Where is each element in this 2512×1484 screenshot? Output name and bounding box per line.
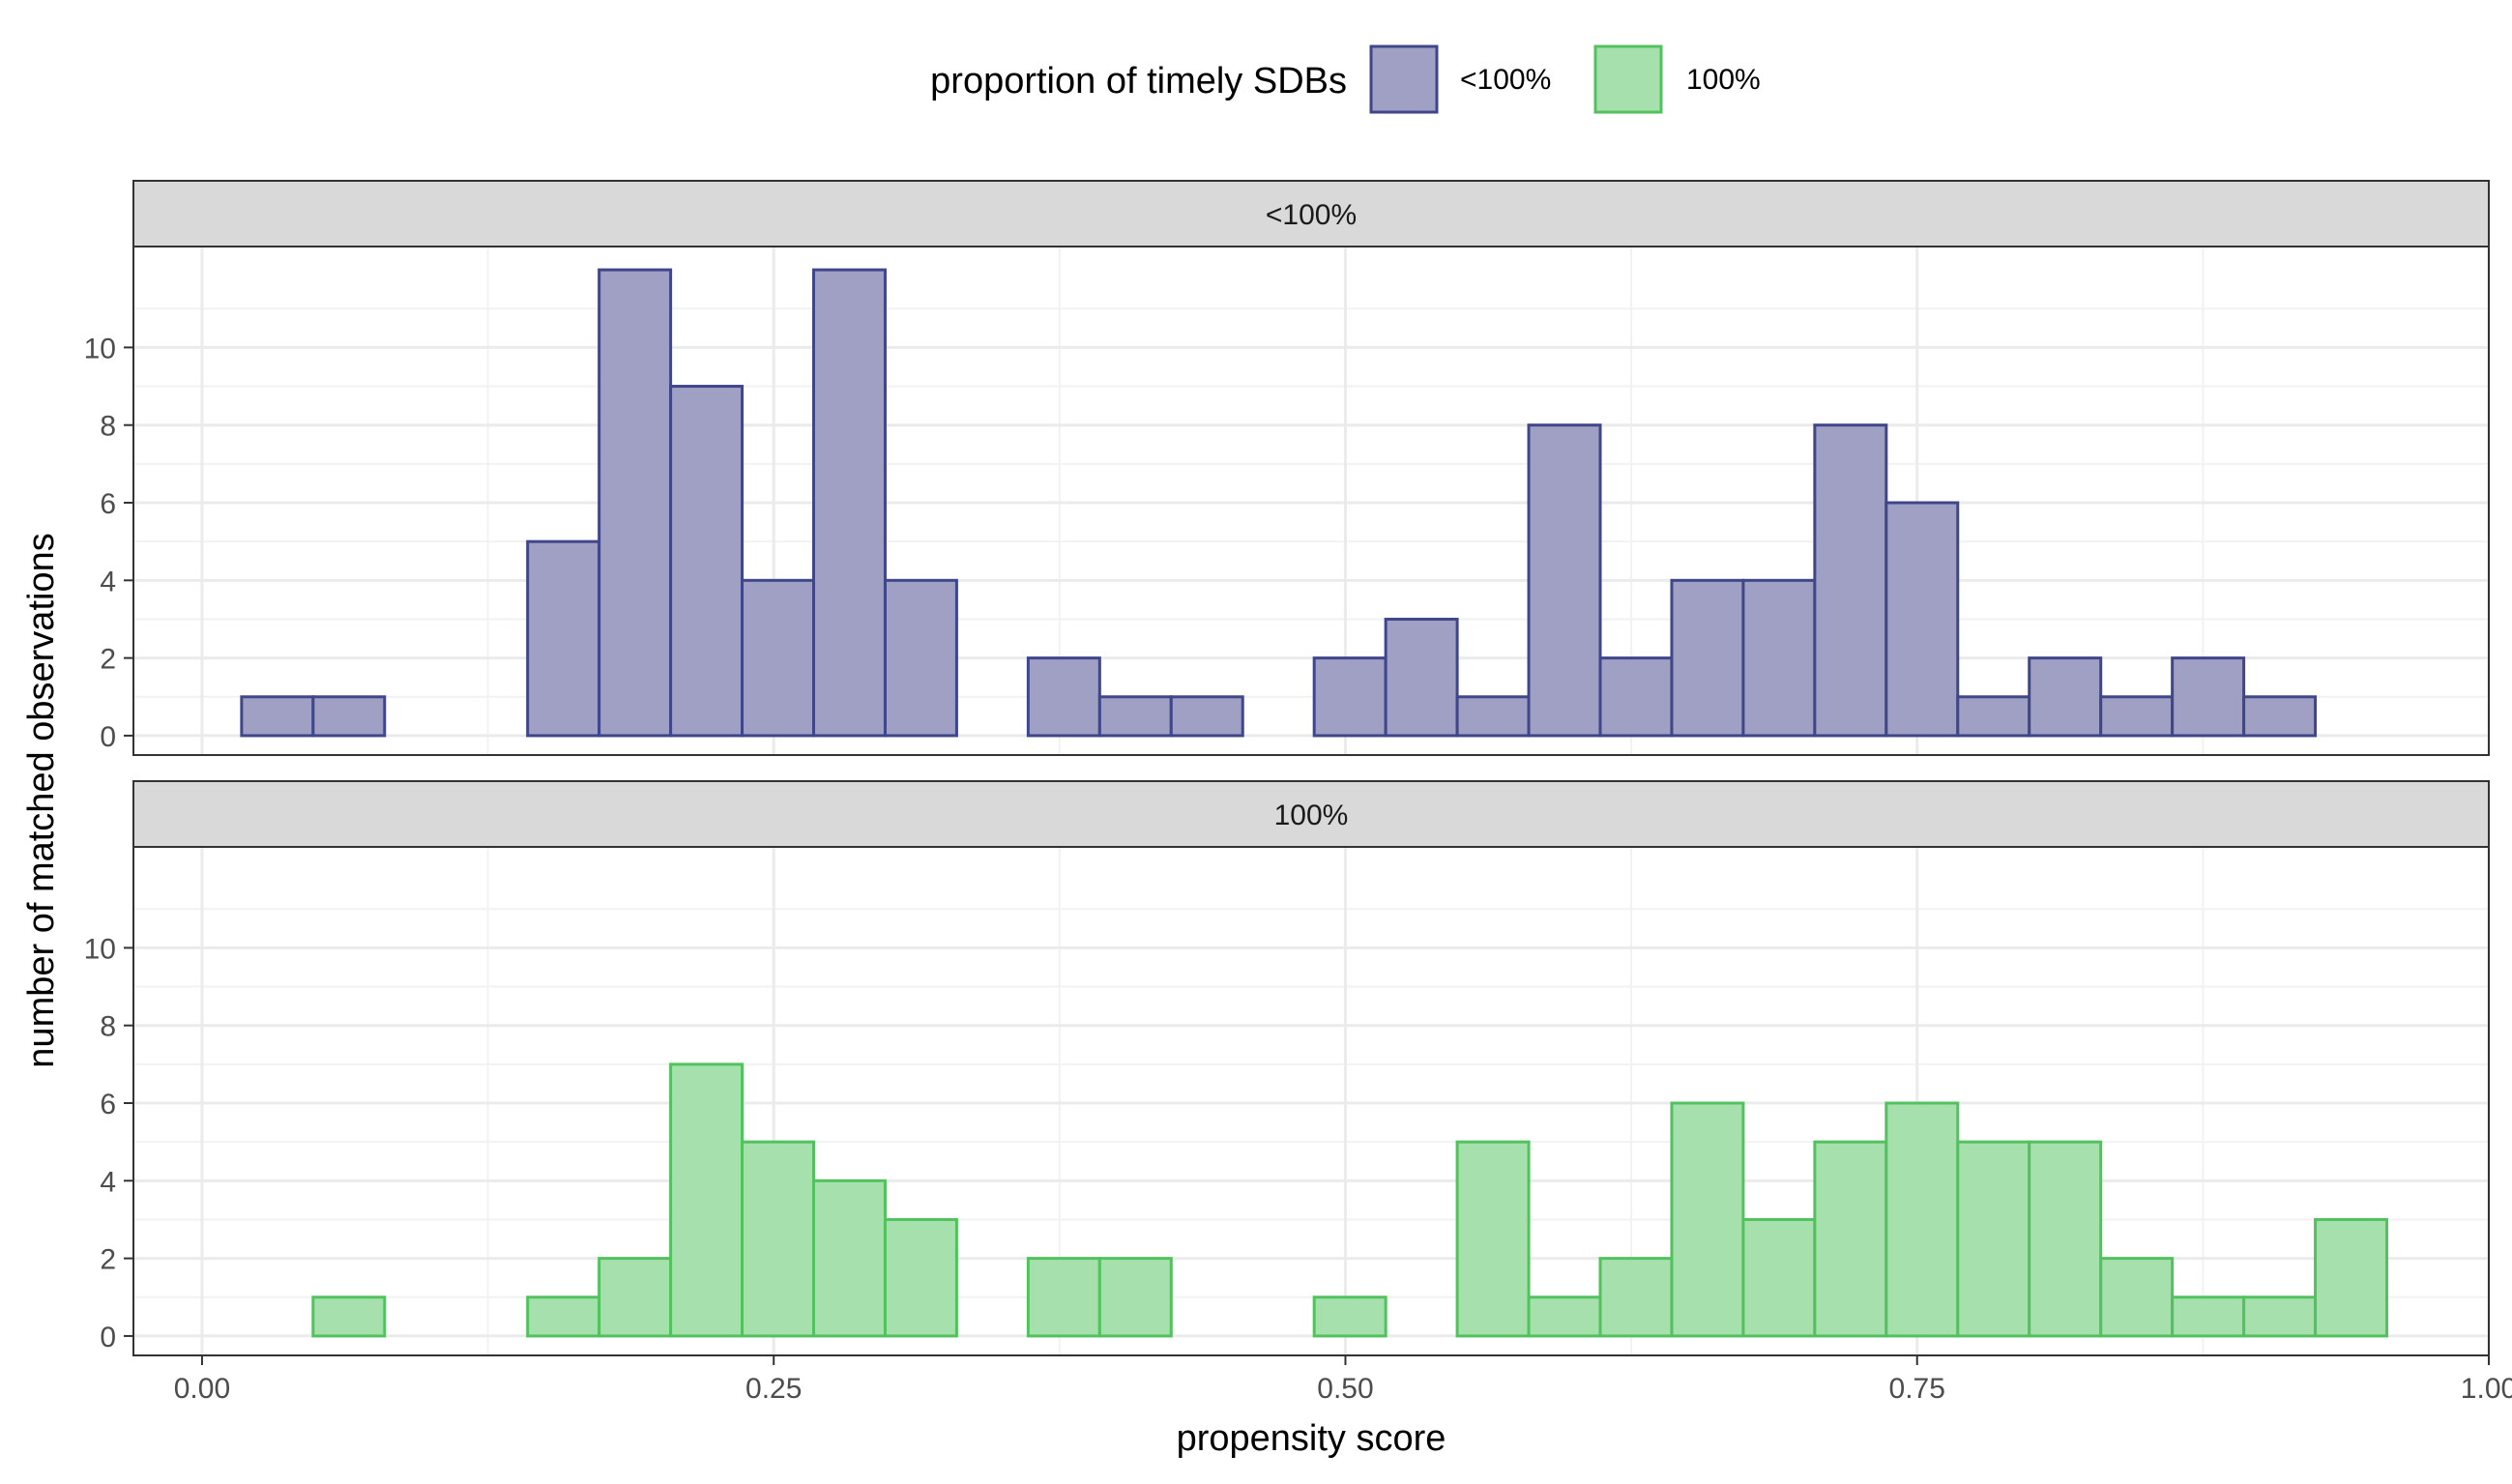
- histogram-bar: [1741, 1217, 1817, 1338]
- histogram-bar: [1598, 656, 1674, 738]
- legend-label-less-100: <100%: [1460, 64, 1551, 96]
- histogram-bar: [598, 1257, 673, 1338]
- histogram-bar: [2171, 656, 2246, 738]
- y-axis: 0 2 4 6 8 10: [84, 933, 133, 1353]
- histogram-bar: [812, 268, 887, 738]
- histogram-bar: [883, 578, 958, 738]
- histogram-bar: [2314, 1217, 2389, 1338]
- legend-title: proportion of timely SDBs: [930, 61, 1347, 102]
- facet-strip-label-less-100: <100%: [1266, 199, 1357, 231]
- histogram-bar: [883, 1217, 958, 1338]
- y-tick-label: 6: [100, 488, 116, 520]
- histogram-bar: [1455, 695, 1531, 738]
- panel-border: [132, 846, 2490, 1356]
- histogram-bar: [1813, 1140, 1888, 1338]
- histogram-bar: [2171, 1295, 2246, 1338]
- y-tick-label: 10: [84, 933, 116, 965]
- panel-grid: [133, 247, 2491, 755]
- x-tick-label: 1.00: [2461, 1373, 2512, 1405]
- histogram-bar: [1455, 1140, 1531, 1338]
- histogram-bar: [812, 1178, 887, 1338]
- x-tick-label: 0.50: [1317, 1373, 1373, 1405]
- legend-key-less-100: [1369, 44, 1439, 114]
- y-tick-label: 4: [100, 566, 116, 597]
- histogram-bar: [1670, 1101, 1745, 1338]
- histogram-bar: [1884, 501, 1960, 738]
- y-tick-label: 6: [100, 1089, 116, 1120]
- x-axis: 0.00 0.25 0.50 0.75 1.00: [174, 1355, 2512, 1405]
- facet-strip-100: [132, 780, 2490, 848]
- histogram-bar: [1026, 656, 1101, 738]
- histogram-bar: [240, 695, 315, 738]
- x-tick-label: 0.00: [174, 1373, 230, 1405]
- histogram-bar: [1527, 1295, 1602, 1338]
- panel-border: [132, 246, 2490, 756]
- histogram-bar: [1884, 1101, 1960, 1338]
- panel-bars: [240, 268, 2318, 738]
- histogram-bar: [1312, 1295, 1387, 1338]
- histogram-bar: [598, 268, 673, 738]
- y-tick-label: 2: [100, 644, 116, 676]
- y-tick-label: 8: [100, 1011, 116, 1043]
- y-tick-label: 8: [100, 411, 116, 443]
- histogram-bar: [1169, 695, 1244, 738]
- histogram-bar: [1670, 578, 1745, 738]
- y-tick-label: 2: [100, 1244, 116, 1276]
- facet-panel-less-100: <100% 0 2 4 6 8 10: [84, 180, 2491, 756]
- histogram-bar: [1956, 695, 2031, 738]
- histogram-bar: [669, 1062, 745, 1338]
- x-axis-title: propensity score: [1177, 1418, 1446, 1459]
- x-tick-label: 0.75: [1889, 1373, 1945, 1405]
- y-tick-label: 10: [84, 333, 116, 364]
- histogram-bar: [2028, 656, 2103, 738]
- y-axis-title: number of matched observations: [21, 533, 62, 1067]
- histogram-bar: [1527, 423, 1602, 738]
- panel-bars: [311, 1062, 2389, 1338]
- histogram-bar: [526, 1295, 601, 1338]
- y-tick-label: 4: [100, 1166, 116, 1198]
- y-axis: 0 2 4 6 8 10: [84, 333, 133, 753]
- histogram-bar: [1097, 695, 1173, 738]
- histogram-bar: [741, 578, 816, 738]
- histogram-bar: [2099, 695, 2175, 738]
- legend-key-100: [1593, 44, 1663, 114]
- histogram-bar: [311, 695, 387, 738]
- legend-label-100: 100%: [1686, 64, 1761, 96]
- histogram-bar: [311, 1295, 387, 1338]
- histogram-bar: [2028, 1140, 2103, 1338]
- histogram-bar: [526, 539, 601, 738]
- histogram-bar: [1956, 1140, 2031, 1338]
- y-tick-label: 0: [100, 721, 116, 753]
- legend: proportion of timely SDBs <100% 100%: [930, 44, 1761, 114]
- histogram-bar: [1312, 656, 1387, 738]
- facet-panel-100: 100% 0 2 4 6 8 10: [84, 780, 2491, 1356]
- histogram-bar: [1598, 1257, 1674, 1338]
- histogram-bar: [1026, 1257, 1101, 1338]
- facet-strip-label-100: 100%: [1274, 800, 1349, 831]
- histogram-bar: [1384, 617, 1459, 738]
- histogram-bar: [2242, 695, 2318, 738]
- x-tick-label: 0.25: [745, 1373, 802, 1405]
- histogram-bar: [741, 1140, 816, 1338]
- y-tick-label: 0: [100, 1322, 116, 1353]
- histogram-bar: [2099, 1257, 2175, 1338]
- histogram-bar: [1741, 578, 1817, 738]
- histogram-bar: [2242, 1295, 2318, 1338]
- histogram-bar: [1813, 423, 1888, 738]
- histogram-bar: [669, 385, 745, 738]
- facet-strip-less-100: [132, 180, 2490, 247]
- histogram-bar: [1097, 1257, 1173, 1338]
